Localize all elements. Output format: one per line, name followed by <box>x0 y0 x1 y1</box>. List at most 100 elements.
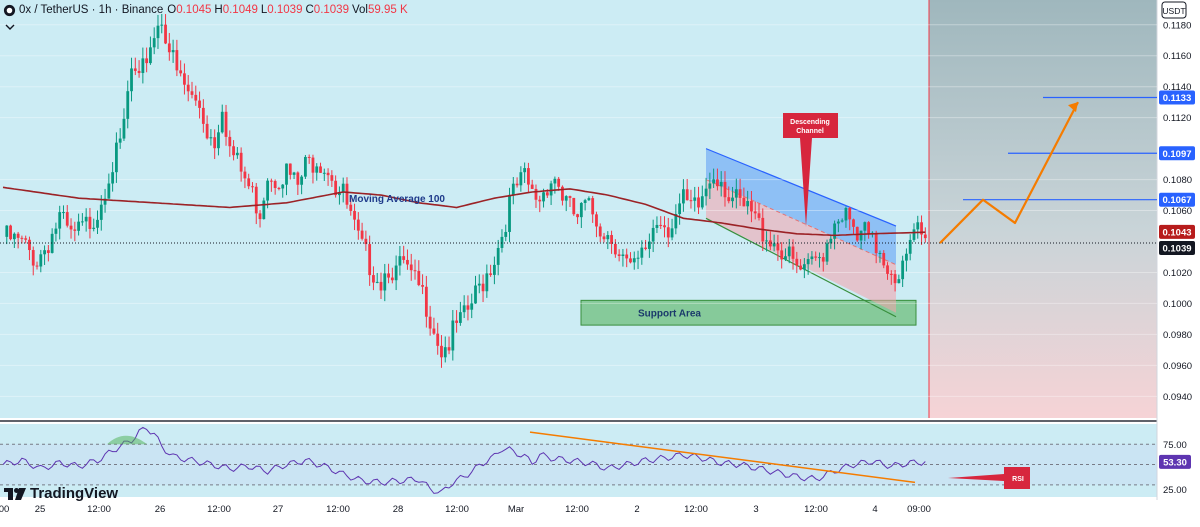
candle-body <box>224 111 228 137</box>
volume-value: 59.95 K <box>367 4 408 16</box>
candle-body <box>307 156 311 158</box>
moving-average-line <box>2 186 926 237</box>
candle-body <box>428 316 432 329</box>
y-tick-label: 0.1000 <box>1163 299 1192 310</box>
candle-body <box>893 274 897 284</box>
candle-body <box>579 202 583 218</box>
candle-body <box>353 210 356 220</box>
x-tick-label: 28 <box>393 504 404 515</box>
candle-body <box>334 180 338 196</box>
candle-body <box>511 183 515 195</box>
candle-body <box>322 172 326 174</box>
candle-body <box>768 240 772 247</box>
candle-body <box>288 163 292 175</box>
candles-group <box>5 13 927 368</box>
candle-body <box>20 237 24 239</box>
channel-callout-label: Channel <box>796 128 824 135</box>
candle-body <box>908 239 912 254</box>
candle-body <box>791 246 795 259</box>
candle-body <box>632 258 636 263</box>
candle-body <box>542 192 545 202</box>
rsi-tick-label: 25.00 <box>1163 485 1187 496</box>
candle-body <box>776 243 780 251</box>
candle-body <box>402 256 406 260</box>
rsi-value-box <box>1159 454 1191 469</box>
y-tick-label: 0.0940 <box>1163 392 1192 403</box>
channel-lower-zone <box>706 179 896 313</box>
candle-body <box>58 212 62 229</box>
y-tick-label: 0.0960 <box>1163 361 1192 372</box>
x-tick-label: 12:00 <box>207 504 231 515</box>
forecast-arrow-line <box>939 101 1079 244</box>
x-tick-label: Mar <box>508 504 524 515</box>
candle-body <box>443 347 447 358</box>
candle-body <box>784 256 787 260</box>
candle-body <box>905 253 908 261</box>
candle-body <box>201 107 205 124</box>
price-axis-label: 0.1039 <box>1162 244 1191 255</box>
candle-body <box>326 172 330 176</box>
rsi-value-label: 53.30 <box>1163 457 1187 468</box>
candle-body <box>734 189 738 198</box>
candle-body <box>818 257 821 259</box>
candle-body <box>254 186 258 214</box>
candle-body <box>538 199 542 202</box>
candle-body <box>115 142 118 173</box>
candle-body <box>485 273 489 292</box>
candle-body <box>682 189 685 204</box>
channel-callout: Descending Channel <box>783 113 838 227</box>
symbol-title[interactable]: 0x / TetherUS · 1h · Binance <box>19 4 164 16</box>
candle-body <box>916 222 920 230</box>
candle-body <box>802 264 806 270</box>
candle-body <box>685 189 689 201</box>
candle-body <box>704 188 708 197</box>
candle-body <box>523 168 527 173</box>
candle-body <box>583 200 587 203</box>
candle-body <box>145 58 149 64</box>
candle-body <box>659 224 663 226</box>
x-tick-label: 12:00 <box>326 504 350 515</box>
candle-body <box>561 186 564 201</box>
candle-body <box>549 183 553 196</box>
candle-body <box>621 254 625 256</box>
candle-body <box>338 192 341 196</box>
candle-body <box>723 181 727 198</box>
candle-body <box>183 73 186 85</box>
price-axis-label-box <box>1159 241 1195 256</box>
candle-body <box>65 212 69 226</box>
channel-upper-zone <box>706 148 896 265</box>
x-tick-label: 12:00 <box>445 504 469 515</box>
candle-body <box>421 285 424 287</box>
y-tick-label: 0.1060 <box>1163 206 1192 217</box>
candle-body <box>719 181 723 187</box>
candle-body <box>474 285 477 304</box>
candle-body <box>470 303 474 310</box>
chevron-down-icon[interactable] <box>4 22 18 34</box>
candle-body <box>795 258 799 266</box>
ohlc-close-label: C <box>305 4 314 16</box>
candle-body <box>564 196 568 201</box>
candle-body <box>708 183 712 189</box>
chart-header: 0x / TetherUS · 1h · Binance O 0.1045 H … <box>0 0 411 20</box>
candle-body <box>787 246 791 257</box>
candle-body <box>617 254 621 256</box>
candle-body <box>364 238 368 245</box>
candle-body <box>175 50 179 71</box>
candle-body <box>527 168 530 185</box>
candle-body <box>836 221 840 224</box>
candle-body <box>432 328 436 334</box>
candle-body <box>629 258 632 263</box>
currency-box[interactable] <box>1161 1 1187 19</box>
price-axis-label: 0.1043 <box>1162 227 1191 238</box>
candle-body <box>12 233 16 240</box>
candle-body <box>693 197 697 201</box>
candle-body <box>598 226 602 237</box>
candle-body <box>269 180 273 182</box>
candle-body <box>277 188 281 190</box>
candle-body <box>341 183 345 193</box>
candle-body <box>481 283 485 292</box>
candle-body <box>28 239 31 251</box>
y-tick-label: 0.1180 <box>1163 20 1191 31</box>
candle-body <box>821 257 825 262</box>
